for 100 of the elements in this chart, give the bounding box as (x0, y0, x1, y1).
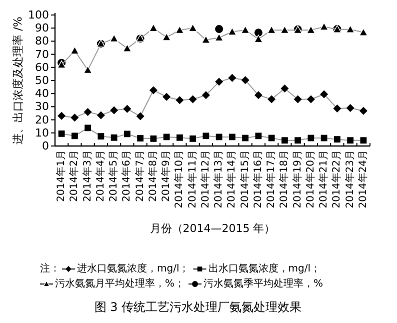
point (58, 112, 66, 120)
x-tick-label: 2014年3月 (81, 150, 94, 202)
point (202, 91, 210, 100)
x-tick-label: 2014年12月 (199, 150, 212, 208)
point (306, 95, 315, 104)
point (242, 134, 249, 142)
point (70, 114, 79, 122)
point (122, 44, 132, 52)
point (333, 104, 342, 113)
point (188, 95, 197, 104)
point (254, 34, 263, 43)
x-tick-label: 2014年22月 (330, 150, 343, 208)
point (255, 132, 262, 140)
y-tick-label: 10 (35, 126, 49, 140)
y-tick-label: 80 (35, 34, 49, 48)
point (359, 28, 368, 36)
point (162, 92, 171, 101)
y-axis-title: 进、出口浓度及处理率 /% (12, 16, 24, 144)
y-tick-label: 40 (35, 87, 49, 100)
y-tick-label: 70 (35, 48, 49, 61)
point (215, 25, 224, 34)
point (347, 137, 354, 144)
point (58, 130, 65, 137)
point (215, 78, 224, 86)
point (123, 104, 132, 113)
point (228, 134, 236, 140)
x-axis-title: 月份（2014—2015 年） (150, 222, 276, 235)
x-tick-label: 2014年9月 (160, 150, 172, 202)
x-tick-label: 2014年1月 (55, 150, 68, 202)
point (240, 26, 250, 34)
legend-label: 污水氨氮季平均处理率，% (204, 278, 324, 290)
point (137, 135, 144, 142)
x-tick-label: 2014年4月 (94, 150, 106, 202)
point (306, 26, 316, 34)
point (84, 124, 92, 132)
point (136, 112, 144, 120)
point (268, 95, 276, 104)
x-tick-label: 2014年23月 (344, 150, 356, 208)
point (334, 136, 340, 143)
point (202, 132, 210, 140)
x-tick-label: 2014年15月 (238, 150, 251, 208)
y-tick-label: 60 (35, 60, 49, 74)
point (176, 134, 183, 141)
x-tick-label: 2014年19月 (291, 150, 304, 208)
point (359, 106, 368, 115)
y-tick-label: 50 (35, 74, 49, 87)
y-tick-label: 0 (42, 140, 49, 152)
point (214, 33, 224, 42)
point (110, 134, 118, 141)
point (308, 134, 314, 142)
point (163, 134, 170, 140)
x-tick-label: 2014年17月 (265, 150, 278, 208)
legend-label: 进水口氨氮浓度，mg/l； (77, 262, 190, 274)
point (281, 137, 288, 144)
point (83, 66, 92, 74)
y-tick-label: 100 (28, 8, 49, 22)
x-tick-label: 2014年11月 (186, 150, 198, 208)
point (71, 132, 78, 140)
x-tick-label: 2014年10月 (173, 150, 186, 208)
x-tick-label: 2014年13月 (212, 150, 225, 208)
text: 图 3 传统工艺污水处理厂氨氮处理效果 (94, 300, 302, 314)
point (110, 34, 118, 42)
point (149, 86, 158, 94)
point (98, 133, 104, 140)
y-tick-label: 90 (35, 22, 49, 35)
x-tick-label: 2014年7月 (134, 150, 146, 202)
point (202, 36, 210, 44)
point (124, 130, 130, 138)
point (176, 96, 184, 104)
x-tick-label: 2014年8月 (146, 150, 159, 202)
x-tick-label: 2014年16月 (252, 150, 264, 208)
point (190, 135, 196, 142)
legend-label: 出水口氨氮浓度，mg/l； (208, 262, 320, 274)
y-tick-label: 30 (35, 100, 49, 114)
point (346, 104, 354, 112)
x-tick-label: 2014年14月 (226, 150, 238, 208)
x-tick-label: 2014年21月 (318, 150, 330, 208)
point (280, 84, 289, 92)
x-tick-label: 2014年2月 (68, 150, 80, 202)
point (216, 134, 222, 140)
point (175, 26, 184, 34)
y-tick-label: 20 (35, 113, 49, 126)
point (294, 95, 302, 104)
point (96, 111, 105, 120)
x-tick-label: 2014年5月 (108, 150, 120, 202)
point (84, 108, 92, 116)
point (280, 26, 290, 34)
point (267, 26, 276, 34)
point (320, 90, 328, 98)
point (150, 135, 157, 142)
x-tick-label: 2014年18月 (278, 150, 290, 208)
point (320, 134, 328, 142)
point (346, 25, 355, 33)
x-tick-label: 2014年6月 (120, 150, 133, 202)
point (360, 137, 367, 144)
x-tick-label: 2014年20月 (304, 150, 316, 208)
point (149, 24, 158, 32)
point (254, 28, 262, 37)
legend-title: 注： (40, 262, 60, 274)
point (254, 91, 262, 100)
